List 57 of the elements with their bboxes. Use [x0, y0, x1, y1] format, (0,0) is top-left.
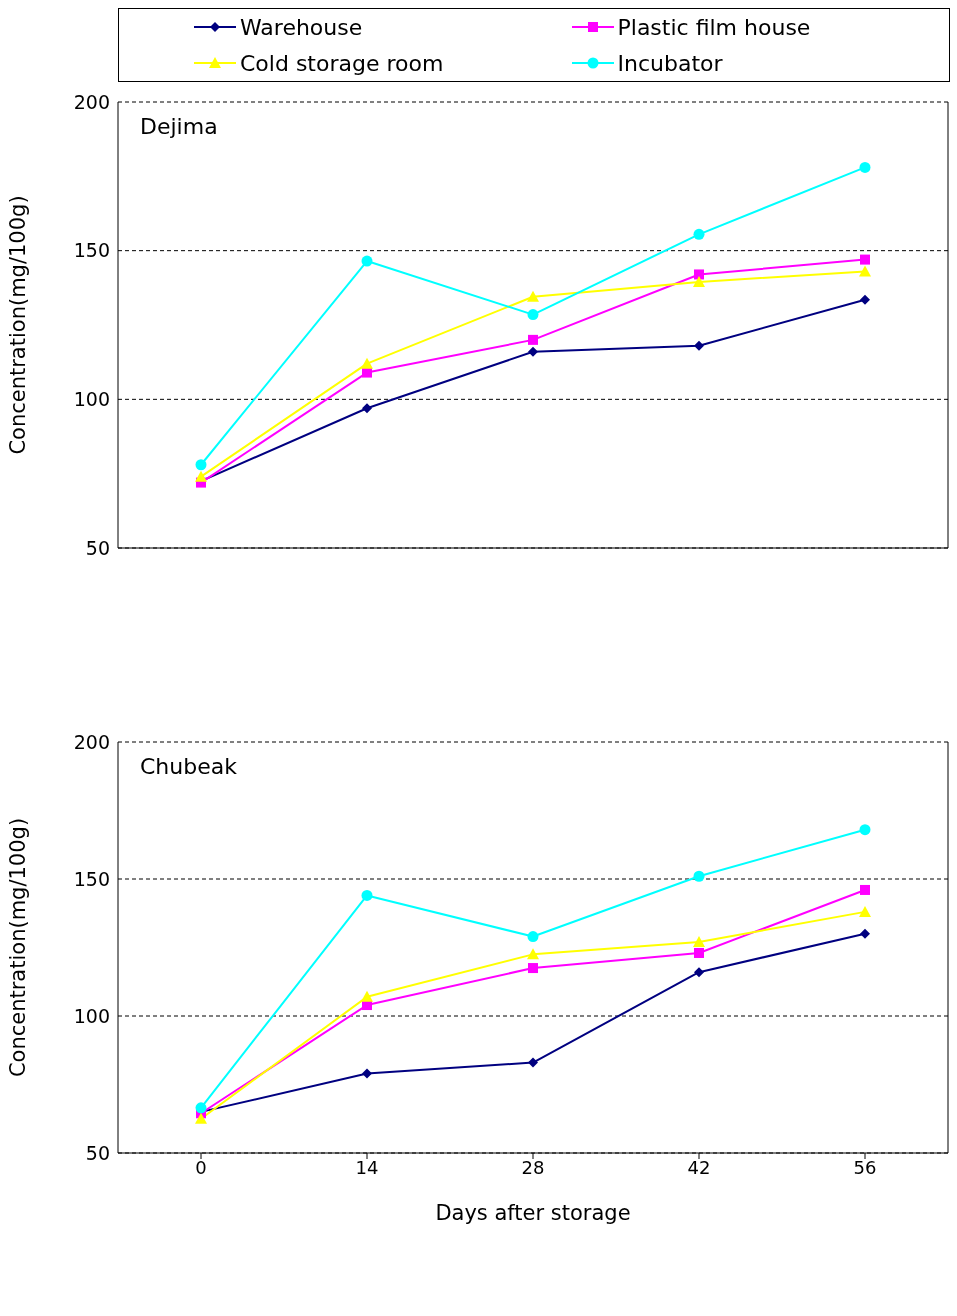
point: [361, 357, 373, 369]
text: Dejima: [140, 114, 218, 139]
y-tick-label: 150: [73, 239, 110, 262]
point: [693, 936, 705, 948]
y-tick-label: 150: [73, 867, 110, 890]
y-tick-label: 100: [73, 388, 110, 411]
point: [860, 928, 870, 939]
point: [694, 947, 704, 958]
point: [361, 255, 373, 267]
x-axis-title: Days after storage: [435, 1201, 631, 1225]
point: [527, 948, 539, 960]
legend-label: Warehouse: [240, 14, 363, 40]
point: [860, 254, 870, 265]
y-axis-title: Concentration(mg/100g): [6, 817, 31, 1078]
point: [362, 1068, 372, 1079]
point: [693, 228, 705, 240]
point: [693, 870, 705, 882]
point: [694, 269, 704, 280]
x-tick-label: 0: [195, 1156, 207, 1178]
x-tick-label: 28: [521, 1156, 545, 1178]
point: [527, 290, 539, 302]
point: [860, 294, 870, 305]
legend-label: Cold storage room: [240, 50, 444, 76]
point: [859, 265, 871, 277]
point: [195, 459, 207, 471]
point: [694, 340, 704, 351]
y-axis-title: Concentration(mg/100g): [6, 195, 31, 455]
point: [362, 403, 372, 414]
y-tick-label: 50: [85, 1141, 110, 1164]
y-tick-label: 200: [73, 730, 110, 753]
point: [527, 931, 539, 943]
x-tick-label: 14: [355, 1156, 379, 1178]
point: [361, 990, 373, 1002]
x-tick-label: 56: [853, 1156, 877, 1178]
point: [362, 367, 372, 378]
y-tick-label: 200: [73, 90, 110, 113]
legend-label: Incubator: [617, 50, 723, 76]
point: [528, 346, 538, 357]
point: [859, 824, 871, 836]
y-tick-label: 100: [73, 1004, 110, 1027]
text: Chubeak: [140, 754, 237, 779]
point: [859, 161, 871, 173]
legend-label: Plastic film house: [617, 14, 811, 40]
point: [527, 309, 539, 321]
point: [528, 963, 538, 974]
point: [528, 1057, 538, 1068]
y-tick-label: 50: [85, 536, 110, 559]
x-tick-label: 42: [687, 1156, 711, 1178]
point: [860, 884, 870, 895]
point: [693, 275, 705, 287]
point: [195, 1102, 207, 1114]
point: [859, 905, 871, 917]
point: [528, 334, 538, 345]
point: [195, 470, 207, 482]
point: [195, 1112, 207, 1124]
point: [694, 967, 704, 978]
point: [361, 889, 373, 901]
